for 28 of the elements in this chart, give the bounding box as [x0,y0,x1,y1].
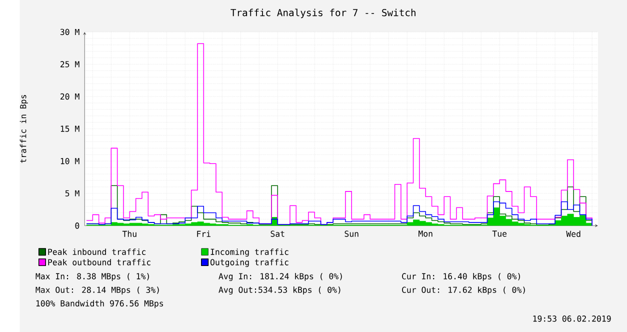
text: Avg In: 181.24 kBps ( 0%) [218,272,342,281]
y-axis-title: traffic in Bps [20,94,28,163]
legend-label: Incoming traffic [210,248,288,256]
text: Cur Out: 17.62 kBps ( 0%) [402,286,525,294]
text: Max Out: 28.14 MBps ( 3%) [36,286,159,294]
legend-label: Outgoing traffic [210,258,288,267]
y-tick-label: 5 M [65,190,80,196]
text: Avg Out:534.53 kBps ( 0%) [218,286,340,294]
legend-label: Peak outbound traffic [48,258,150,266]
y-tick-label: 10 M [60,158,80,164]
text: Cur In: 16.40 kBps ( 0%) [402,272,520,281]
chart-title: Traffic Analysis for 7 -- Switch [230,8,416,18]
y-tick-label: 0 [75,222,80,229]
x-tick-label: Mon [418,230,432,237]
x-tick-label: Tue [492,230,507,237]
y-tick-label: 20 M [60,93,80,100]
y-tick-label: 30 M [60,28,80,35]
legend-label: Peak inbound traffic [48,248,146,255]
text: Max In: 8.38 MBps ( 1%) [36,272,149,281]
x-tick-label: Sun [344,230,358,237]
text: 19:53 06.02.2019 [533,315,611,322]
x-tick-label: Sat [270,230,284,237]
text: 100% Bandwidth 976.56 MBps [36,300,164,308]
y-tick-label: 15 M [60,126,80,132]
x-tick-label: Wed [566,230,580,237]
y-tick-label: 25 M [60,61,80,68]
x-tick-label: Fri [197,230,210,237]
x-tick-label: Thu [122,230,136,237]
